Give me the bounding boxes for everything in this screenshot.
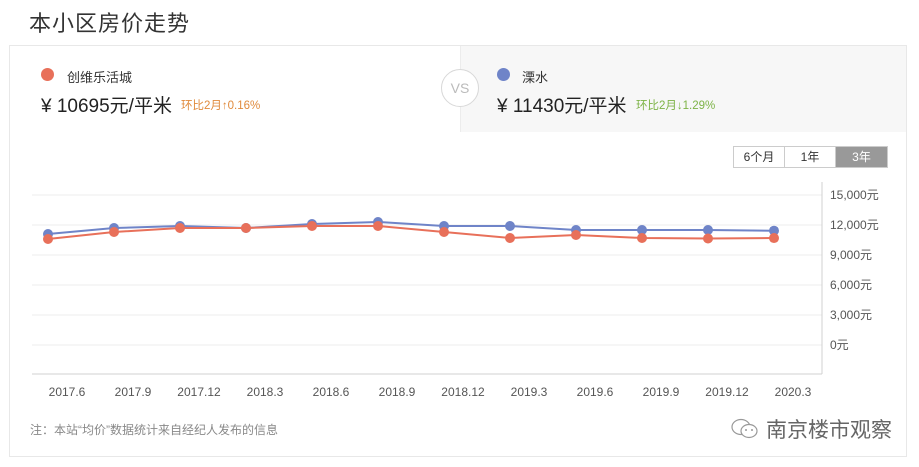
svg-text:2019.12: 2019.12 <box>705 385 749 399</box>
data-point[interactable] <box>373 221 383 231</box>
data-point[interactable] <box>439 227 449 237</box>
range-tab-1-year[interactable]: 1年 <box>785 147 836 167</box>
y-tick: 3,000元 <box>830 308 872 322</box>
svg-text:2017.6: 2017.6 <box>49 385 86 399</box>
data-point[interactable] <box>769 225 779 236</box>
watermark-text: 南京楼市观察 <box>766 419 892 442</box>
svg-text:2018.9: 2018.9 <box>379 385 416 399</box>
data-point[interactable] <box>505 233 515 243</box>
price-line-chart: 15,000元 12,000元 9,000元 6,000元 3,000元 0元 … <box>32 182 879 399</box>
svg-text:2019.3: 2019.3 <box>511 385 548 399</box>
svg-text:2018.6: 2018.6 <box>313 385 350 399</box>
data-point[interactable] <box>241 223 251 233</box>
series-b-dot-icon <box>497 68 510 81</box>
svg-text:2017.9: 2017.9 <box>115 385 152 399</box>
y-tick: 6,000元 <box>830 278 872 292</box>
series-line <box>47 220 775 235</box>
data-point[interactable] <box>637 233 647 243</box>
data-point[interactable] <box>43 234 53 244</box>
y-tick: 15,000元 <box>830 188 879 202</box>
range-tab-6-months[interactable]: 6个月 <box>734 147 785 167</box>
vs-badge: VS <box>441 69 479 107</box>
y-tick: 12,000元 <box>830 218 879 232</box>
y-tick-labels: 15,000元 12,000元 9,000元 6,000元 3,000元 0元 <box>830 188 879 352</box>
series-b-price: ¥ 11430元/平米 <box>497 96 627 117</box>
svg-text:2019.9: 2019.9 <box>643 385 680 399</box>
svg-text:2019.6: 2019.6 <box>577 385 614 399</box>
data-point[interactable] <box>637 225 647 235</box>
data-point[interactable] <box>571 230 581 240</box>
watermark: 南京楼市观察 <box>730 414 892 444</box>
data-point[interactable] <box>703 225 713 235</box>
svg-text:2018.3: 2018.3 <box>247 385 284 399</box>
series-b-change: 环比2月↓1.29% <box>636 100 716 112</box>
data-source-note: 注：本站“均价”数据统计来自经纪人发布的信息 <box>30 423 278 437</box>
svg-text:2017.12: 2017.12 <box>177 385 221 399</box>
data-point[interactable] <box>307 221 317 231</box>
series-b-name: 溧水 <box>522 70 549 85</box>
price-trend-card: 创维乐活城 ¥ 10695元/平米 环比2月↑0.16% 溧水 ¥ 11430元… <box>9 45 907 457</box>
series-a-change: 环比2月↑0.16% <box>181 100 261 112</box>
svg-text:2020.3: 2020.3 <box>775 385 812 399</box>
y-tick: 0元 <box>830 338 849 352</box>
svg-text:2018.12: 2018.12 <box>441 385 485 399</box>
series-line <box>47 225 775 240</box>
y-tick: 9,000元 <box>830 248 872 262</box>
data-point[interactable] <box>109 227 119 237</box>
data-point[interactable] <box>769 233 779 244</box>
x-tick-labels: 2017.6 2017.9 2017.12 2018.3 2018.6 2018… <box>49 385 812 399</box>
range-tab-3-years[interactable]: 3年 <box>836 147 887 167</box>
series-layer <box>43 217 779 244</box>
series-a-name: 创维乐活城 <box>67 70 133 85</box>
series-a-dot-icon <box>41 68 54 81</box>
compare-panel: 创维乐活城 ¥ 10695元/平米 环比2月↑0.16% 溧水 ¥ 11430元… <box>10 46 906 132</box>
page-title: 本小区房价走势 <box>29 11 191 36</box>
series-a-price: ¥ 10695元/平米 <box>41 96 172 117</box>
wechat-icon <box>731 418 758 439</box>
range-selector: 6个月 1年 3年 <box>733 146 888 168</box>
data-point[interactable] <box>505 221 515 231</box>
data-point[interactable] <box>703 233 713 244</box>
data-point[interactable] <box>175 223 185 233</box>
grid-lines <box>32 194 822 346</box>
compare-side-b: 溧水 ¥ 11430元/平米 环比2月↓1.29% <box>460 46 906 132</box>
compare-side-a: 创维乐活城 ¥ 10695元/平米 环比2月↑0.16% <box>10 46 460 132</box>
